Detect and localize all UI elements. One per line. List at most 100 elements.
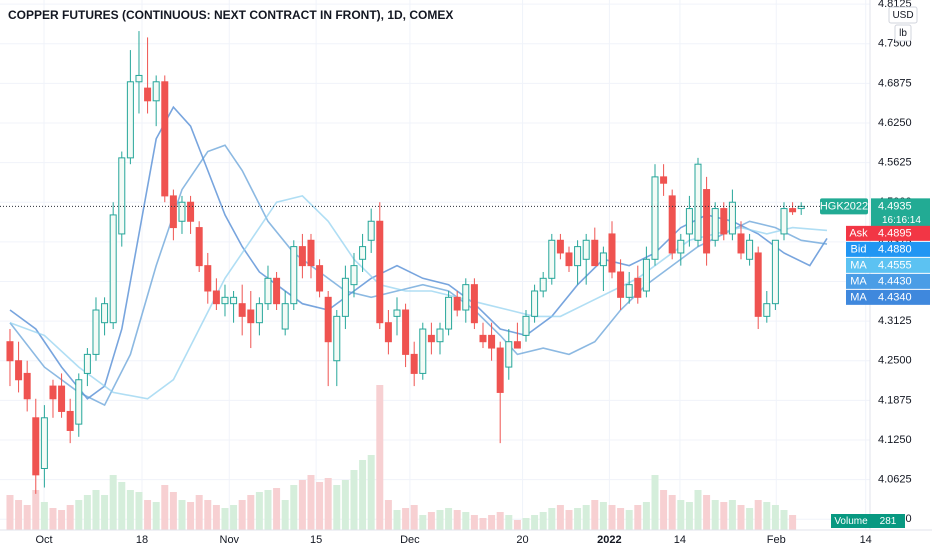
candle-body [83, 353, 91, 374]
y-tick-label: 4.3125 [878, 315, 912, 327]
candle-body [642, 258, 650, 292]
volume-bar [402, 508, 410, 530]
candle-body [402, 309, 410, 355]
price-badge-name: MA [850, 259, 867, 271]
volume-pane [6, 385, 805, 530]
candle-body [556, 239, 564, 254]
candle-body [384, 322, 392, 343]
candle-body [419, 328, 427, 374]
y-tick-label: 4.0625 [878, 474, 912, 486]
y-tick-label: 4.6875 [878, 77, 912, 89]
volume-bar [789, 515, 797, 530]
candle-body [316, 265, 324, 292]
volume-bar [505, 515, 513, 530]
volume-badge-value: 281 [880, 516, 897, 527]
candle-body [703, 189, 711, 254]
volume-bar [367, 455, 375, 530]
volume-bar [685, 502, 693, 530]
unit-label[interactable]: lb [899, 28, 907, 39]
candle-body [625, 284, 633, 298]
candle-body [685, 208, 693, 235]
candle-body [771, 239, 779, 305]
candle-body [264, 277, 272, 305]
volume-bar [599, 502, 607, 530]
candle-body [221, 296, 229, 305]
candle-body [617, 271, 625, 298]
candle-body [539, 277, 547, 292]
candle-body [247, 309, 255, 324]
candle-body [230, 296, 238, 305]
volume-bar [548, 508, 556, 530]
volume-bar [427, 512, 435, 530]
y-tick-label: 4.2500 [878, 355, 912, 367]
x-tick-label: 20 [516, 534, 528, 546]
volume-bar [273, 488, 281, 530]
candle-body [204, 265, 212, 292]
volume-bar [780, 510, 788, 530]
volume-bar [694, 490, 702, 530]
candle-body [298, 246, 306, 267]
candle-body [531, 290, 539, 317]
volume-bar [754, 500, 762, 530]
candle-body [677, 239, 685, 254]
volume-bar [255, 492, 263, 530]
volume-bar [316, 482, 324, 530]
candle-body [341, 277, 349, 317]
price-badge-box [871, 257, 930, 273]
candle-body [651, 176, 659, 260]
volume-bar [40, 502, 48, 530]
y-tick-label: 4.8125 [878, 0, 912, 10]
volume-bar [651, 475, 659, 530]
candle-body [780, 208, 788, 235]
candle-body [161, 81, 169, 197]
price-badge-box [871, 225, 930, 241]
candle-body [720, 208, 728, 235]
y-tick-label: 4.6250 [878, 117, 912, 129]
x-tick-label: Dec [400, 534, 420, 546]
volume-bar [58, 510, 66, 530]
volume-bar [634, 505, 642, 530]
x-tick-label: 18 [136, 534, 148, 546]
volume-bar [178, 500, 186, 530]
candle-body [445, 296, 453, 330]
candle-body [255, 303, 263, 324]
volume-bar [359, 460, 367, 530]
volume-bar [109, 475, 117, 530]
currency-label[interactable]: USD [892, 10, 913, 21]
y-tick-label: 4.1250 [878, 434, 912, 446]
volume-bar [298, 480, 306, 530]
volume-bar [49, 508, 57, 530]
volume-bar [419, 515, 427, 530]
candle-body [367, 220, 375, 241]
candle-body [92, 309, 100, 355]
price-badge-name-box [846, 257, 871, 273]
price-badge-name-box [846, 273, 871, 289]
candle-body [126, 81, 134, 159]
volume-bar [376, 385, 384, 530]
currency-button[interactable] [888, 6, 918, 24]
volume-bar [479, 518, 487, 530]
volume-bar [642, 502, 650, 530]
candle-body [694, 163, 702, 241]
candle-body [187, 201, 195, 222]
candle-body [178, 201, 186, 222]
volume-bar [212, 505, 220, 530]
x-tick-label: 14 [674, 534, 686, 546]
volume-bar [32, 490, 40, 530]
candle-body [144, 87, 152, 102]
price-badge-name-box [846, 241, 871, 257]
candle-body [728, 201, 736, 235]
unit-button[interactable] [894, 24, 912, 42]
candle-body [23, 372, 31, 400]
candle-body [479, 334, 487, 343]
candle-body [393, 309, 401, 317]
volume-bar [771, 505, 779, 530]
chart-title: COPPER FUTURES (CONTINUOUS: NEXT CONTRAC… [8, 8, 453, 22]
volume-bar [126, 490, 134, 530]
candle-body [737, 233, 745, 254]
candle-body [281, 303, 289, 330]
ma-line [9, 105, 828, 400]
price-badge-value: 4.4555 [878, 259, 912, 271]
volume-bar [711, 500, 719, 530]
